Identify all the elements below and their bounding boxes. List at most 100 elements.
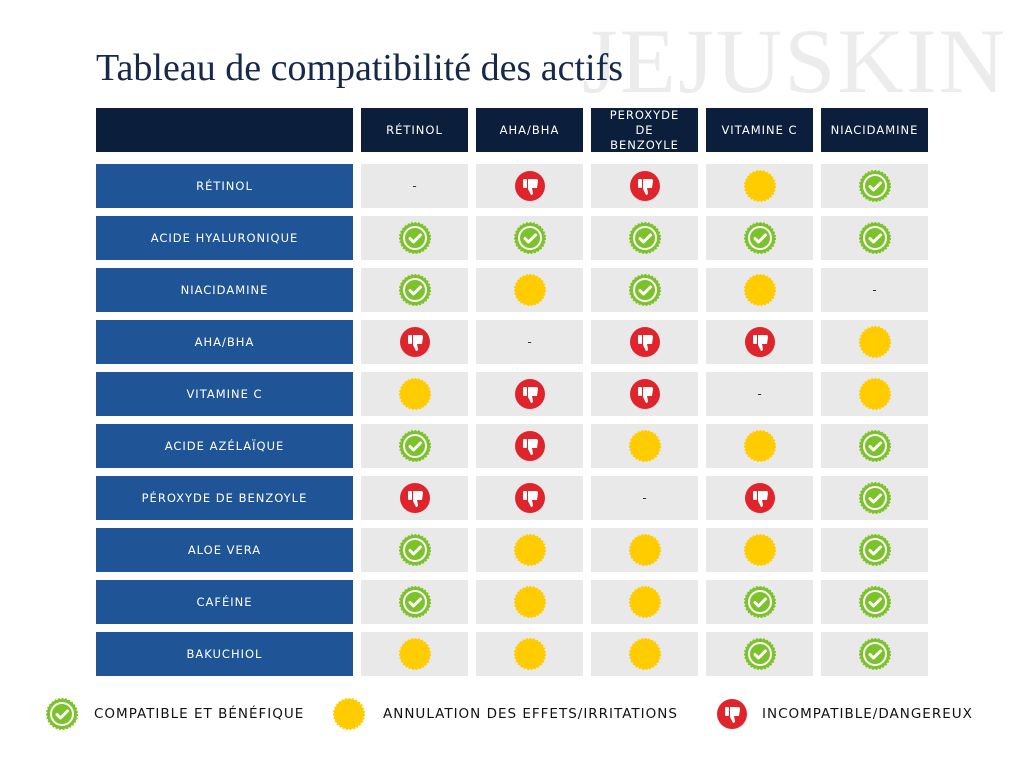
- row-label: NIACIDAMINE: [96, 268, 353, 312]
- cell: [361, 424, 468, 468]
- cell: [361, 320, 468, 364]
- cell: [476, 216, 583, 260]
- cell: [361, 528, 468, 572]
- cell: [361, 216, 468, 260]
- neutral-icon: [743, 430, 776, 462]
- cell: [361, 476, 468, 520]
- compatible-icon: [398, 222, 431, 254]
- cell: [821, 372, 928, 416]
- legend-label: ANNULATION DES EFFETS/IRRITATIONS: [383, 706, 678, 722]
- cell: [821, 424, 928, 468]
- compatible-icon: [858, 534, 891, 566]
- cell: [706, 164, 813, 208]
- cell: [591, 580, 698, 624]
- neutral-icon: [858, 326, 891, 358]
- legend-icon: [716, 698, 748, 730]
- incompatible-icon: [514, 431, 545, 461]
- compatible-icon: [398, 534, 431, 566]
- cell: [476, 424, 583, 468]
- cell: [476, 528, 583, 572]
- neutral-icon: [743, 534, 776, 566]
- legend-label: COMPATIBLE ET BÉNÉFIQUE: [94, 706, 305, 722]
- compatible-icon: [398, 274, 431, 306]
- cell: [821, 580, 928, 624]
- incompatible-icon: [629, 327, 660, 357]
- legend-icon: [333, 698, 365, 730]
- compatible-icon: [858, 638, 891, 670]
- incompatible-icon: [399, 483, 430, 513]
- row-label: BAKUCHIOL: [96, 632, 353, 676]
- cell: [361, 632, 468, 676]
- cell: [591, 372, 698, 416]
- compatible-icon: [398, 430, 431, 462]
- compatible-icon: [858, 430, 891, 462]
- cell: -: [821, 268, 928, 312]
- cell: [706, 320, 813, 364]
- cell: [591, 164, 698, 208]
- cell: [476, 164, 583, 208]
- column-header: AHA/BHA: [476, 108, 583, 152]
- compatible-icon: [628, 274, 661, 306]
- neutral-icon: [513, 586, 546, 618]
- compatible-icon: [858, 222, 891, 254]
- incompatible-icon: [629, 171, 660, 201]
- neutral-icon: [628, 638, 661, 670]
- cell: [706, 424, 813, 468]
- column-header: PEROXYDE DE BENZOYLE: [591, 108, 698, 152]
- cell: [706, 632, 813, 676]
- neutral-icon: [333, 698, 365, 730]
- cell: [476, 372, 583, 416]
- cell: [706, 476, 813, 520]
- cell: [821, 528, 928, 572]
- cell: [476, 632, 583, 676]
- cell: -: [476, 320, 583, 364]
- row-label: CAFÉINE: [96, 580, 353, 624]
- compatible-icon: [398, 586, 431, 618]
- cell: [476, 268, 583, 312]
- neutral-icon: [858, 378, 891, 410]
- cell: -: [706, 372, 813, 416]
- cell: [591, 632, 698, 676]
- neutral-icon: [743, 274, 776, 306]
- cell: [476, 476, 583, 520]
- row-label: AHA/BHA: [96, 320, 353, 364]
- cell: [706, 216, 813, 260]
- watermark: JEJUSKIN: [582, 10, 1007, 112]
- cell: [476, 580, 583, 624]
- cell: [821, 632, 928, 676]
- incompatible-icon: [717, 699, 747, 729]
- compatible-icon: [858, 482, 891, 514]
- neutral-icon: [743, 170, 776, 202]
- cell: [706, 528, 813, 572]
- cell: -: [361, 164, 468, 208]
- neutral-icon: [628, 534, 661, 566]
- cell: [361, 580, 468, 624]
- neutral-icon: [513, 274, 546, 306]
- row-label: VITAMINE C: [96, 372, 353, 416]
- cell: [821, 216, 928, 260]
- cell: [591, 528, 698, 572]
- compatible-icon: [46, 698, 78, 730]
- cell: [706, 580, 813, 624]
- neutral-icon: [513, 638, 546, 670]
- cell: [821, 476, 928, 520]
- neutral-icon: [628, 430, 661, 462]
- neutral-icon: [398, 378, 431, 410]
- compatible-icon: [743, 638, 776, 670]
- cell: -: [591, 476, 698, 520]
- cell: [591, 268, 698, 312]
- cell: [821, 320, 928, 364]
- compatible-icon: [743, 222, 776, 254]
- compatible-icon: [858, 586, 891, 618]
- cell: [591, 320, 698, 364]
- compatible-icon: [858, 170, 891, 202]
- cell: [706, 268, 813, 312]
- neutral-icon: [398, 638, 431, 670]
- compatible-icon: [513, 222, 546, 254]
- column-header: VITAMINE C: [706, 108, 813, 152]
- cell: [821, 164, 928, 208]
- cell: [591, 216, 698, 260]
- row-label: ACIDE AZÉLAÏQUE: [96, 424, 353, 468]
